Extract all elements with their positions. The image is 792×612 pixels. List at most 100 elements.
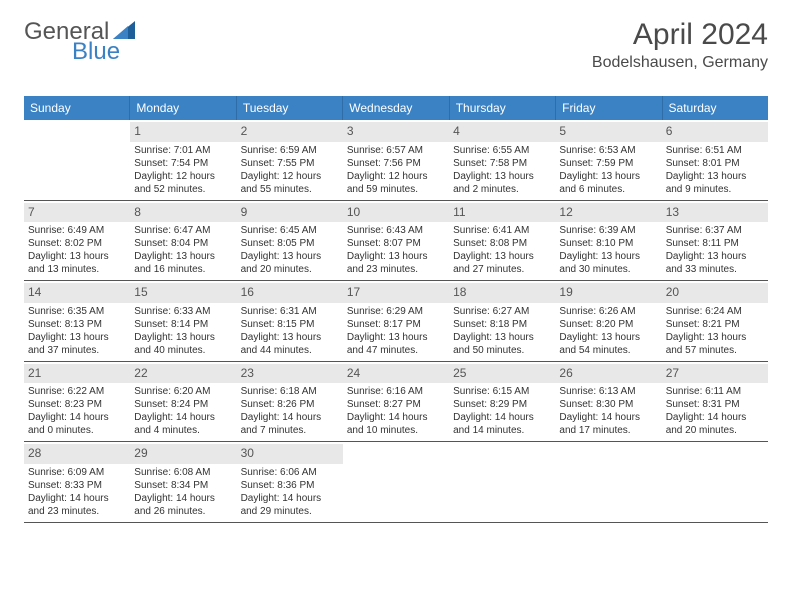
daylight-text: Daylight: 13 hours and 6 minutes. <box>559 170 657 196</box>
sunset-text: Sunset: 8:34 PM <box>134 479 232 492</box>
day-number-strip: 12 <box>555 203 661 223</box>
day-number-strip: 14 <box>24 283 130 303</box>
sunrise-text: Sunrise: 6:24 AM <box>666 305 764 318</box>
day-number: 25 <box>453 366 466 380</box>
daylight-text: Daylight: 13 hours and 20 minutes. <box>241 250 339 276</box>
sunrise-text: Sunrise: 6:39 AM <box>559 224 657 237</box>
sunrise-text: Sunrise: 6:11 AM <box>666 385 764 398</box>
title-block: April 2024 Bodelshausen, Germany <box>592 18 768 72</box>
day-number-strip: 28 <box>24 444 130 464</box>
daylight-text: Daylight: 13 hours and 23 minutes. <box>347 250 445 276</box>
day-cell: 19Sunrise: 6:26 AMSunset: 8:20 PMDayligh… <box>555 281 661 361</box>
sunrise-text: Sunrise: 6:09 AM <box>28 466 126 479</box>
day-cell <box>449 442 555 522</box>
day-cell: 6Sunrise: 6:51 AMSunset: 8:01 PMDaylight… <box>662 120 768 200</box>
day-cell: 30Sunrise: 6:06 AMSunset: 8:36 PMDayligh… <box>237 442 343 522</box>
sunset-text: Sunset: 8:36 PM <box>241 479 339 492</box>
sunrise-text: Sunrise: 6:55 AM <box>453 144 551 157</box>
sunset-text: Sunset: 8:13 PM <box>28 318 126 331</box>
day-cell: 16Sunrise: 6:31 AMSunset: 8:15 PMDayligh… <box>237 281 343 361</box>
day-cell: 7Sunrise: 6:49 AMSunset: 8:02 PMDaylight… <box>24 201 130 281</box>
daylight-text: Daylight: 12 hours and 55 minutes. <box>241 170 339 196</box>
week-row: 7Sunrise: 6:49 AMSunset: 8:02 PMDaylight… <box>24 201 768 282</box>
sunrise-text: Sunrise: 6:59 AM <box>241 144 339 157</box>
month-title: April 2024 <box>592 18 768 52</box>
sunset-text: Sunset: 8:18 PM <box>453 318 551 331</box>
sunset-text: Sunset: 8:04 PM <box>134 237 232 250</box>
day-number: 7 <box>28 205 35 219</box>
daylight-text: Daylight: 13 hours and 44 minutes. <box>241 331 339 357</box>
weekday-header: Sunday <box>24 96 130 120</box>
sunset-text: Sunset: 8:14 PM <box>134 318 232 331</box>
sunrise-text: Sunrise: 6:45 AM <box>241 224 339 237</box>
day-number: 22 <box>134 366 147 380</box>
day-number-strip: 30 <box>237 444 343 464</box>
day-cell: 29Sunrise: 6:08 AMSunset: 8:34 PMDayligh… <box>130 442 236 522</box>
daylight-text: Daylight: 13 hours and 47 minutes. <box>347 331 445 357</box>
day-number: 26 <box>559 366 572 380</box>
sunset-text: Sunset: 8:11 PM <box>666 237 764 250</box>
sunrise-text: Sunrise: 6:22 AM <box>28 385 126 398</box>
sunset-text: Sunset: 8:30 PM <box>559 398 657 411</box>
sunrise-text: Sunrise: 6:16 AM <box>347 385 445 398</box>
day-number: 27 <box>666 366 679 380</box>
sunset-text: Sunset: 7:54 PM <box>134 157 232 170</box>
logo-text-blue: Blue <box>72 38 120 66</box>
day-cell: 28Sunrise: 6:09 AMSunset: 8:33 PMDayligh… <box>24 442 130 522</box>
day-number-strip: 4 <box>449 122 555 142</box>
day-cell: 18Sunrise: 6:27 AMSunset: 8:18 PMDayligh… <box>449 281 555 361</box>
day-cell: 25Sunrise: 6:15 AMSunset: 8:29 PMDayligh… <box>449 362 555 442</box>
day-cell: 3Sunrise: 6:57 AMSunset: 7:56 PMDaylight… <box>343 120 449 200</box>
day-number: 6 <box>666 124 673 138</box>
day-cell: 13Sunrise: 6:37 AMSunset: 8:11 PMDayligh… <box>662 201 768 281</box>
sunrise-text: Sunrise: 6:57 AM <box>347 144 445 157</box>
sunset-text: Sunset: 8:24 PM <box>134 398 232 411</box>
day-cell: 10Sunrise: 6:43 AMSunset: 8:07 PMDayligh… <box>343 201 449 281</box>
day-number-strip <box>24 122 130 126</box>
day-number-strip: 21 <box>24 364 130 384</box>
day-cell: 21Sunrise: 6:22 AMSunset: 8:23 PMDayligh… <box>24 362 130 442</box>
daylight-text: Daylight: 14 hours and 0 minutes. <box>28 411 126 437</box>
weeks-container: 1 Sunrise: 7:01 AMSunset: 7:54 PM Daylight… <box>24 120 768 523</box>
day-number-strip <box>343 444 449 448</box>
sunrise-text: Sunrise: 6:47 AM <box>134 224 232 237</box>
day-number: 2 <box>241 124 248 138</box>
day-number-strip: 1 <box>130 122 236 142</box>
day-cell: 4Sunrise: 6:55 AMSunset: 7:58 PMDaylight… <box>449 120 555 200</box>
day-number-strip: 15 <box>130 283 236 303</box>
sunset-text: Sunset: 8:08 PM <box>453 237 551 250</box>
daylight-text: Daylight: 14 hours and 10 minutes. <box>347 411 445 437</box>
day-number: 23 <box>241 366 254 380</box>
daylight-text: Daylight: 13 hours and 13 minutes. <box>28 250 126 276</box>
day-number: 19 <box>559 285 572 299</box>
location: Bodelshausen, Germany <box>592 54 768 72</box>
sunset-text: Sunset: 8:21 PM <box>666 318 764 331</box>
daylight-text: Daylight: 13 hours and 33 minutes. <box>666 250 764 276</box>
day-number-strip: 3 <box>343 122 449 142</box>
sunset-text: Sunset: 8:15 PM <box>241 318 339 331</box>
sunset-text: Sunset: 8:02 PM <box>28 237 126 250</box>
day-number-strip: 25 <box>449 364 555 384</box>
day-number: 16 <box>241 285 254 299</box>
day-number-strip <box>449 444 555 448</box>
daylight-text: Daylight: 12 hours and 59 minutes. <box>347 170 445 196</box>
week-row: 14Sunrise: 6:35 AMSunset: 8:13 PMDayligh… <box>24 281 768 362</box>
daylight-text: Daylight: 14 hours and 20 minutes. <box>666 411 764 437</box>
day-number: 4 <box>453 124 460 138</box>
day-cell: 2Sunrise: 6:59 AMSunset: 7:55 PMDaylight… <box>237 120 343 200</box>
sunset-text: Sunset: 8:23 PM <box>28 398 126 411</box>
day-cell: 9Sunrise: 6:45 AMSunset: 8:05 PMDaylight… <box>237 201 343 281</box>
sunrise-text: Sunrise: 6:08 AM <box>134 466 232 479</box>
week-row: 28Sunrise: 6:09 AMSunset: 8:33 PMDayligh… <box>24 442 768 523</box>
day-number-strip <box>555 444 661 448</box>
sunrise-text: Sunrise: 6:43 AM <box>347 224 445 237</box>
day-cell: 27Sunrise: 6:11 AMSunset: 8:31 PMDayligh… <box>662 362 768 442</box>
daylight-text: Daylight: 14 hours and 23 minutes. <box>28 492 126 518</box>
sunrise-text: Sunrise: 7:01 AM <box>134 144 232 157</box>
daylight-text: Daylight: 14 hours and 17 minutes. <box>559 411 657 437</box>
sunset-text: Sunset: 8:20 PM <box>559 318 657 331</box>
sunrise-text: Sunrise: 6:29 AM <box>347 305 445 318</box>
day-cell: 26Sunrise: 6:13 AMSunset: 8:30 PMDayligh… <box>555 362 661 442</box>
sunrise-text: Sunrise: 6:26 AM <box>559 305 657 318</box>
daylight-text: Daylight: 13 hours and 2 minutes. <box>453 170 551 196</box>
